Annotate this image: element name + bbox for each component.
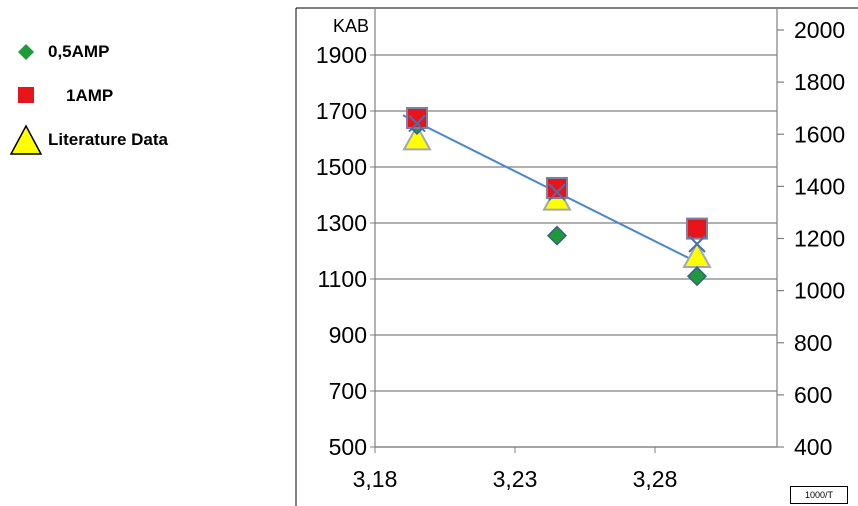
y2-tick-label: 400 [794,434,832,460]
y-tick-label: 1700 [316,98,367,124]
x-tick-label: 3,23 [493,466,538,492]
point-x-marker [408,114,426,133]
y2-tick-label: 1400 [794,173,845,199]
legend-label: 0,5AMP [48,42,110,61]
y-tick-label: 900 [329,322,367,348]
point-literature-data [402,123,432,151]
legend-square-icon [18,87,34,103]
point-0-5amp [686,266,708,287]
legend-triangle-icon [9,124,43,155]
legend-item: 0,5AMP [8,30,268,74]
y-tick-label: 1900 [316,42,367,68]
legend-item: Literature Data [8,118,268,162]
y2-tick-label: 800 [794,330,832,356]
y-tick-label: 700 [329,378,367,404]
point-1amp [546,177,568,199]
x-axis-title-box: 1000/T [790,486,848,504]
legend-label: Literature Data [48,130,168,149]
y-axis-title: KAB [333,16,369,36]
y-tick-label: 1100 [318,266,367,292]
y-tick-label: 1300 [316,210,367,236]
point-x-marker [688,235,706,253]
point-literature-data [682,241,712,268]
y2-tick-label: 1000 [794,278,845,304]
legend-label: 1AMP [66,86,114,105]
y2-tick-label: 2000 [794,17,845,43]
y2-tick-label: 600 [794,382,832,408]
point-x-marker [548,183,566,201]
y-tick-label: 500 [329,434,367,460]
legend-diamond-icon [18,44,34,60]
point-1amp [686,217,708,240]
point-1amp [406,107,428,129]
x-tick-label: 3,18 [353,466,398,492]
legend-item: 1AMP [8,74,268,118]
y2-tick-label: 1800 [794,69,845,95]
y2-tick-label: 1200 [794,226,845,252]
y2-tick-label: 1600 [794,121,845,147]
x-axis-title: 1000/T [804,490,834,500]
legend: 0,5AMP 1AMP Literature Data [8,30,268,162]
point-0-5amp [546,225,568,246]
y-tick-label: 1500 [316,154,367,180]
x-tick-label: 3,28 [633,466,678,492]
